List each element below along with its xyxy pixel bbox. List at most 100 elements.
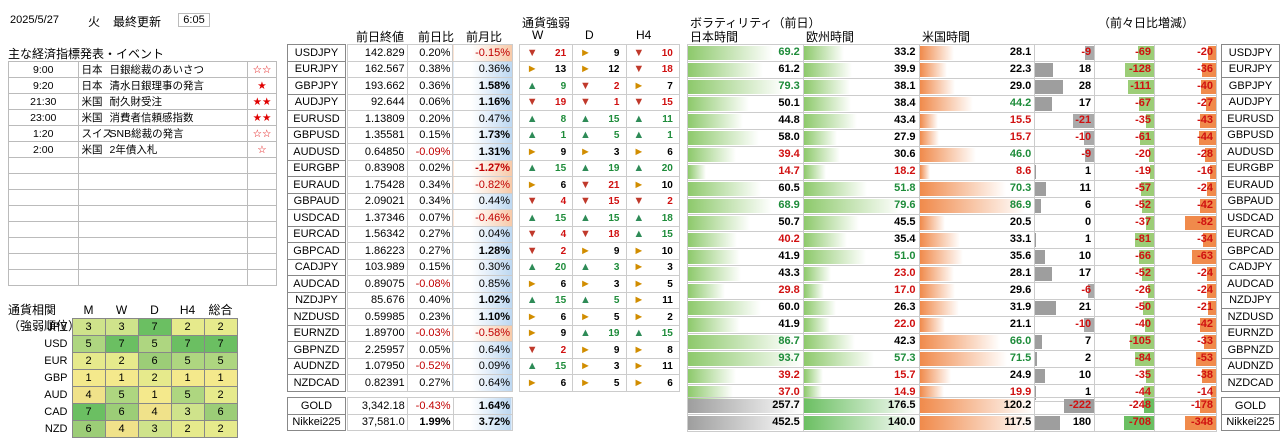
vol-cell: 41.9 (687, 316, 804, 334)
diff-bar (1200, 80, 1216, 94)
diff-cell: -42 (1154, 316, 1217, 334)
diff-cell: -52 (1094, 197, 1156, 215)
vol-value: 8.6 (1016, 165, 1032, 177)
diff-value: -67 (1135, 97, 1152, 109)
diff-cell: -248 (1094, 397, 1156, 415)
diff-value: -50 (1135, 301, 1152, 313)
day-change: 0.15% (406, 126, 454, 144)
strength-rank: 9 (613, 344, 620, 356)
strength-rank: 10 (661, 47, 673, 59)
vol-cell: 29.6 (918, 282, 1036, 300)
pair-label: NZDJPY (287, 291, 346, 309)
diff-bar (1192, 250, 1216, 264)
pair-label: AUDNZD (1221, 357, 1280, 375)
pair-label: GBPUSD (1221, 126, 1280, 144)
vol-cell: 120.2 (918, 397, 1036, 415)
arrow-dn-icon: ▼ (580, 228, 591, 241)
day-change: 0.15% (406, 258, 454, 276)
month-change: 1.28% (452, 242, 513, 260)
event-stars (247, 253, 277, 270)
rank-cell: 6 (203, 403, 238, 421)
event-name (77, 189, 249, 206)
event-title: 日銀総裁のあいさつ (109, 64, 205, 76)
diff-bar (1210, 386, 1216, 400)
rank-cell: 2 (71, 352, 106, 370)
diff-value: -20 (1197, 46, 1213, 58)
vol-bar (919, 199, 1026, 213)
event-row (8, 205, 277, 222)
vol-bar (803, 386, 823, 400)
vol-cell: 40.2 (687, 231, 804, 249)
arrow-dn-icon: ▼ (580, 79, 591, 92)
vol-bar (919, 165, 930, 179)
pair-label: EURAUD (1221, 176, 1280, 194)
diff-cell: -708 (1094, 414, 1156, 432)
price-table: 142.829 0.20% -0.15% 162.567 0.38% 0.36% 193.6… (347, 44, 513, 392)
day-change: -0.09% (406, 143, 454, 161)
strength-rank: 5 (613, 130, 620, 142)
strength-row: ▼ 4 ▼ 18 ▲ 15 (518, 225, 681, 243)
vol-value: 39.9 (894, 63, 916, 75)
strength-cell: ► 5 (572, 374, 627, 392)
strength-rank: 11 (662, 361, 673, 373)
day-change: 0.27% (406, 374, 454, 392)
vol-bar (803, 131, 838, 145)
strength-cell: ► 2 (625, 308, 681, 326)
vol-row: 93.7 57.3 71.5 2 -84 -53 (687, 350, 1217, 368)
price-row: 0.83908 0.02% -1.27% (347, 159, 513, 177)
diff-value: -24 (1197, 267, 1213, 279)
vol-cell: 26.3 (802, 299, 920, 317)
vol-bar (688, 369, 737, 383)
diff-bar (1208, 301, 1216, 315)
event-name (77, 173, 249, 190)
vol-cell: 66.0 (918, 333, 1036, 351)
diff-bar (1202, 63, 1216, 77)
arrow-up-icon: ▲ (580, 261, 591, 274)
vol-cell: 68.9 (687, 197, 804, 215)
arrow-up-icon: ▲ (526, 294, 538, 307)
close-value: 2.09021 (347, 192, 408, 210)
bottom-vol-table: 257.7 176.5 120.2 -222 -248 -178 452.5 140.0 117… (687, 397, 1217, 432)
vol-cell: 70.3 (918, 180, 1036, 198)
vol-bar (919, 301, 959, 315)
vol-bar (688, 114, 744, 128)
vol-cell: 28.1 (918, 44, 1036, 62)
vol-cell: 51.8 (802, 180, 920, 198)
vol-bar (919, 267, 954, 281)
rank-cell: 3 (137, 420, 172, 438)
strength-cell: ▲ 5 (572, 291, 627, 309)
price-row: 103.989 0.15% 0.30% (347, 258, 513, 276)
diff-bar (1195, 352, 1216, 366)
strength-cell: ▲ 8 (518, 110, 574, 128)
strength-cell: ► 9 (572, 341, 627, 359)
diff-bar (1035, 369, 1046, 383)
arrow-up-icon: ▲ (633, 162, 645, 175)
pair-label: AUDUSD (287, 143, 346, 161)
diff-value: 6 (1085, 199, 1092, 211)
diff-value: -40 (1197, 80, 1213, 92)
arrow-dn-icon: ▼ (526, 343, 538, 356)
diff-bar (1199, 131, 1216, 145)
vol-value: 452.5 (772, 416, 800, 428)
strength-rank: 11 (662, 113, 673, 125)
vol-value: 28.1 (1009, 46, 1032, 58)
pair-label: NZDUSD (287, 308, 346, 326)
diff-cell: -44 (1154, 129, 1217, 147)
diff-value: -52 (1135, 267, 1152, 279)
pair-label: GBPAUD (1221, 192, 1280, 210)
arrow-up-icon: ▲ (580, 327, 591, 340)
vol-bar (919, 250, 964, 264)
diff-bar (1203, 335, 1216, 349)
rank-row: USD 5 7 5 7 7 (40, 335, 238, 353)
close-value: 0.64850 (347, 143, 408, 161)
vol-cell: 15.5 (918, 112, 1036, 130)
diff-value: -21 (1197, 301, 1213, 313)
day-change: -0.43% (406, 397, 454, 415)
diff-value: -248 (1129, 399, 1152, 411)
rank-header: W (115, 302, 128, 317)
vol-value: 29.6 (1009, 284, 1032, 296)
day-change: 0.07% (406, 209, 454, 227)
vol-value: 41.9 (778, 318, 800, 330)
strength-cell: ▲ 19 (572, 324, 627, 342)
vol-value: 27.9 (894, 131, 916, 143)
